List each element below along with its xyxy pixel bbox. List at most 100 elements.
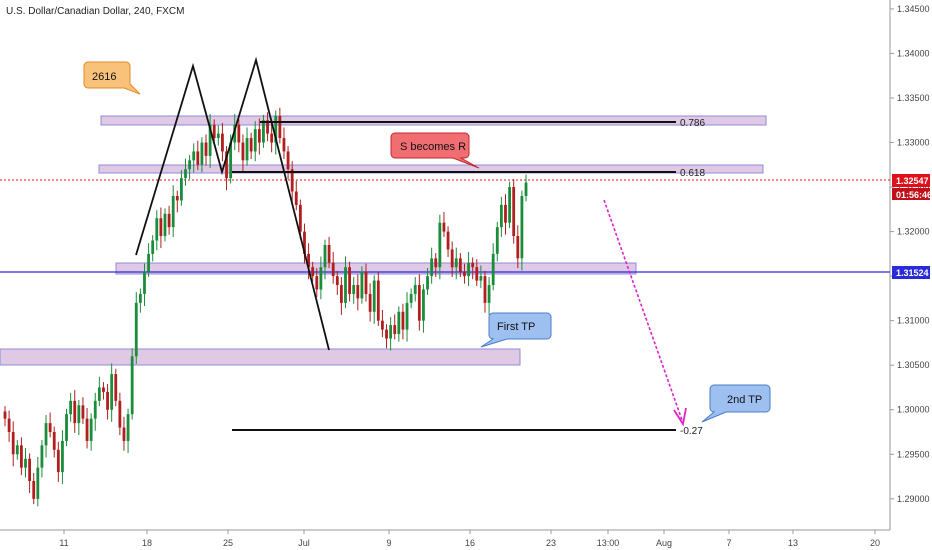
countdown-badge-text: 01:56:46 — [896, 190, 932, 200]
callout-2nd-tp[interactable]: 2nd TP — [701, 384, 771, 423]
candle-body — [61, 440, 64, 473]
y-tick-label: 1.30500 — [897, 360, 930, 370]
horizontal-line-badge-bg — [892, 266, 930, 279]
candle-body — [118, 400, 122, 428]
candle-body — [171, 195, 175, 228]
candle-body — [385, 329, 388, 339]
callout-s-becomes-r-text: S becomes R — [400, 141, 466, 153]
candle-body — [339, 285, 343, 303]
candle-body — [491, 253, 495, 286]
candle-body — [458, 258, 462, 272]
candle-body — [216, 133, 220, 139]
candle-body — [422, 289, 425, 321]
candle-body — [126, 414, 130, 441]
candle-body — [450, 249, 454, 268]
resistance-zone-upper — [100, 115, 767, 126]
candle-body — [159, 218, 163, 237]
projection-arrow[interactable] — [603, 199, 687, 427]
candle-body — [282, 138, 286, 152]
callout-s-becomes-r[interactable]: S becomes R — [390, 132, 480, 169]
candle-body — [134, 302, 138, 357]
y-tick-label: 1.29000 — [897, 494, 930, 504]
candle-body — [11, 432, 15, 455]
candle-body — [253, 129, 257, 152]
x-tick-label: 25 — [223, 538, 233, 548]
candle-body — [7, 418, 11, 433]
candle-body — [3, 411, 7, 419]
candle-body — [114, 374, 118, 401]
arrowhead-icon — [673, 407, 687, 427]
candle-body — [229, 142, 233, 179]
fib-label-786: 0.786 — [680, 118, 705, 129]
callout-first-tp[interactable]: First TP — [480, 312, 552, 348]
candle-body — [192, 151, 196, 161]
candle-body — [44, 423, 48, 446]
y-tick-label: 1.30000 — [897, 405, 930, 415]
double-top-pattern-line[interactable] — [135, 56, 330, 351]
candle-body — [56, 449, 60, 473]
y-tick-label: 1.33000 — [897, 138, 930, 148]
candle-body — [93, 400, 97, 419]
candle-body — [290, 169, 294, 192]
current-price-badge: 1.32547 01:56:46 — [892, 174, 932, 200]
current-price-badge-text: 1.32547 — [896, 176, 929, 186]
candle-body — [241, 142, 245, 161]
candle-body — [315, 276, 319, 290]
candle-body — [270, 133, 274, 143]
candle-body — [442, 222, 446, 232]
candle-body — [368, 293, 372, 312]
candle-body — [208, 124, 212, 156]
callout-2616[interactable]: 2616 — [83, 61, 141, 95]
x-tick-label: Jul — [298, 538, 310, 548]
candle-body — [311, 267, 315, 277]
candle-body — [122, 427, 126, 441]
candle-body — [417, 285, 421, 321]
callout-first-tp-text: First TP — [497, 321, 535, 333]
x-tick-label: 11 — [59, 538, 68, 548]
projection-arrow-line — [603, 199, 683, 421]
candle-body — [467, 262, 470, 277]
callout-2nd-tp-text: 2nd TP — [727, 394, 762, 406]
candle-body — [69, 400, 73, 415]
fib-label-618: 0.618 — [680, 168, 705, 179]
candle-body — [212, 124, 216, 139]
candle-body — [73, 400, 77, 424]
candle-body — [409, 293, 413, 303]
y-tick-label: 1.34500 — [897, 4, 930, 14]
x-tick-label: 23 — [546, 538, 556, 548]
candle-body — [245, 138, 249, 161]
candle-body — [454, 258, 458, 268]
candle-body — [376, 280, 380, 321]
candle-body — [352, 285, 356, 294]
candle-body — [430, 258, 434, 277]
y-tick-label: 1.31000 — [897, 316, 930, 326]
candle-body — [237, 124, 241, 143]
candle-body — [475, 267, 479, 281]
candle-body — [196, 151, 200, 165]
candle-body — [20, 445, 23, 468]
support-zone-middle — [115, 262, 637, 275]
fib-levels: 0.786 0.618 -0.27 — [232, 118, 705, 437]
candle-body — [479, 276, 483, 281]
candle-body — [36, 467, 40, 499]
current-price-badge-bg — [892, 174, 930, 187]
x-tick-label: 9 — [386, 538, 391, 548]
candle-body — [483, 276, 487, 303]
candle-body — [364, 271, 368, 294]
candle-body — [401, 311, 405, 330]
candle-body — [434, 258, 438, 268]
candle-body — [319, 267, 323, 290]
candle-body — [102, 387, 105, 392]
candle-body — [85, 418, 89, 441]
candle-body — [508, 187, 511, 223]
candle-body — [344, 267, 347, 303]
candle-body — [200, 142, 204, 165]
chart-title: U.S. Dollar/Canadian Dollar, 240, FXCM — [6, 6, 185, 17]
candle-body — [266, 120, 269, 134]
candle-body — [97, 387, 101, 401]
x-tick-label: Aug — [656, 538, 672, 548]
candle-body — [372, 280, 376, 312]
candle-body — [278, 115, 282, 139]
candle-body — [138, 293, 142, 303]
